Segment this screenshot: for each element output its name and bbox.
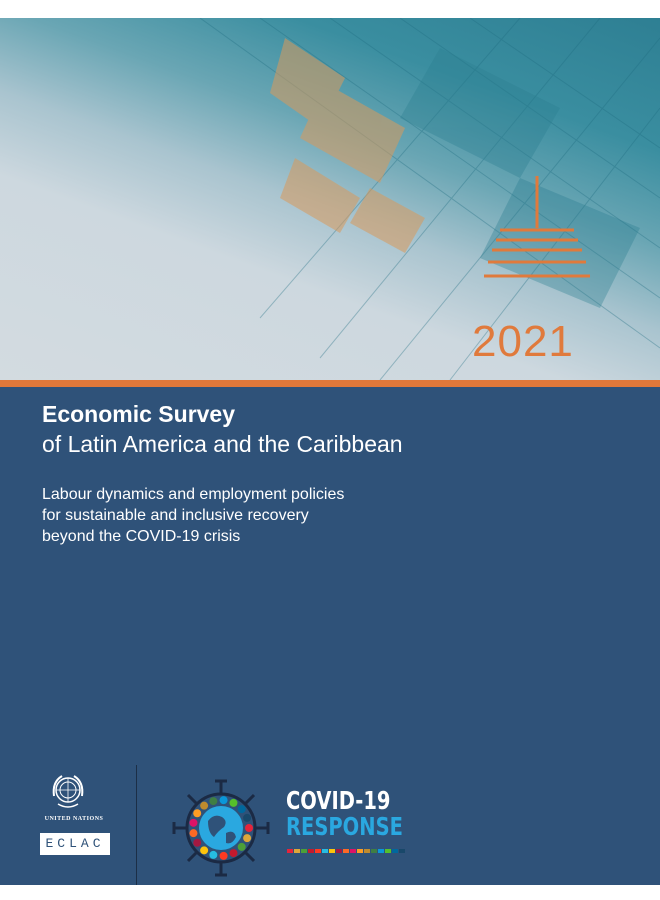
title-panel: Economic Survey of Latin America and the… [0, 387, 660, 885]
covid-response-label: COVID-19 RESPONSE [286, 786, 403, 842]
covid-label-line1: COVID-19 [286, 786, 391, 815]
sdg-segment [385, 849, 391, 853]
sdg-ring-dot [200, 801, 209, 810]
orange-divider [0, 380, 660, 387]
un-label: UNITED NATIONS [44, 816, 104, 822]
sdg-ring-dot [189, 829, 198, 838]
sdg-color-bar [287, 849, 405, 853]
sdg-segment [343, 849, 349, 853]
cover-title-sub: of Latin America and the Caribbean [42, 431, 403, 457]
cover-year: 2021 [472, 317, 574, 366]
sdg-ring-dot [243, 834, 252, 843]
sdg-ring-dot [243, 813, 252, 822]
sdg-segment [378, 849, 384, 853]
logo-divider [136, 765, 137, 885]
sdg-segment [308, 849, 314, 853]
sdg-ring-dot [245, 824, 253, 832]
sdg-ring-dot [229, 849, 238, 858]
sdg-segment [294, 849, 300, 853]
sdg-segment [301, 849, 307, 853]
sdg-ring-dot [193, 809, 202, 818]
covid-label-line2: RESPONSE [286, 812, 403, 842]
sdg-segment [350, 849, 356, 853]
sdg-segment [364, 849, 370, 853]
sdg-ring-dot [237, 805, 246, 814]
covid-virus-ring-icon [172, 779, 270, 877]
sdg-segment [315, 849, 321, 853]
sdg-ring-dot [200, 846, 209, 855]
sdg-segment [287, 849, 293, 853]
sdg-segment [371, 849, 377, 853]
sdg-segment [357, 849, 363, 853]
sdg-ring-dot [209, 797, 218, 806]
subtitle-line: Labour dynamics and employment policies [42, 486, 345, 503]
sdg-ring-dot [189, 818, 198, 827]
cover-title: Economic Survey [42, 401, 236, 427]
sdg-segment [322, 849, 328, 853]
sdg-segment [329, 849, 335, 853]
cover-subtitle: Labour dynamics and employment policies … [42, 485, 462, 547]
sdg-ring-dot [237, 842, 246, 851]
sdg-ring-dot [219, 796, 228, 805]
un-emblem-icon [52, 775, 84, 808]
sdg-ring-dot [209, 850, 218, 859]
aerial-landscape-graphic [199, 18, 660, 380]
eclac-logo: ECLAC [40, 833, 110, 855]
subtitle-line: for sustainable and inclusive recovery [42, 506, 309, 524]
cover-photo: 2021 [0, 18, 660, 380]
sdg-ring-dot [193, 838, 202, 847]
sdg-segment [336, 849, 342, 853]
sdg-ring-dot [229, 798, 238, 807]
sdg-ring-dot [219, 851, 228, 860]
orange-tower-icon [484, 176, 590, 278]
sdg-segment [399, 849, 405, 853]
subtitle-line: beyond the COVID-19 crisis [42, 527, 241, 545]
report-cover: 2021 Economic Survey of Latin America an… [0, 18, 660, 885]
sdg-segment [392, 849, 398, 853]
